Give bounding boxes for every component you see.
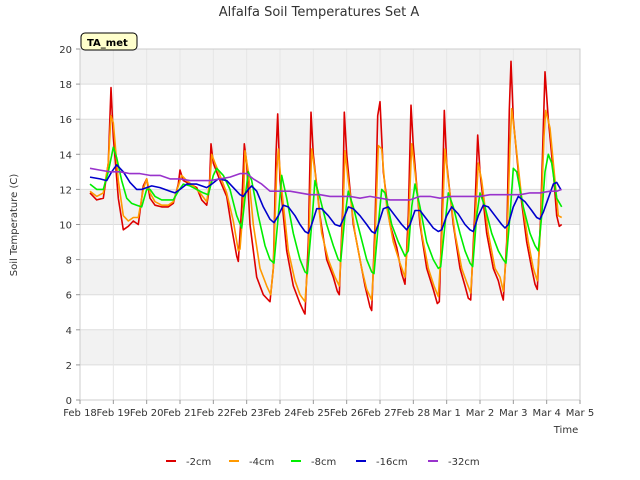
x-axis-ticks: Feb 18 Feb 19 Feb 20 Feb 21 Feb 22 Feb 23 Feb … <box>63 400 594 419</box>
y-tick-label: 16 <box>59 115 72 126</box>
y-tick-label: 6 <box>66 291 72 302</box>
y-axis-ticks: 0 2 4 6 8 10 12 14 16 18 20 <box>59 45 80 407</box>
y-axis-label: Soil Temperature (C) <box>9 174 20 277</box>
plot-band <box>80 329 580 365</box>
x-tick-label: Feb 27 <box>363 408 397 419</box>
series-line-2cmcm <box>89 60 563 315</box>
plot-area <box>79 48 581 401</box>
x-tick-label: Feb 22 <box>197 408 231 419</box>
x-tick-label: Feb 26 <box>330 408 364 419</box>
legend-label: -2cm <box>186 457 211 468</box>
series-line-16cmcm <box>89 164 562 235</box>
x-tick-label: Feb 24 <box>263 408 297 419</box>
x-tick-label: Mar 5 <box>566 408 594 419</box>
x-tick-label: Feb 20 <box>130 408 164 419</box>
y-tick-label: 20 <box>59 45 72 56</box>
x-tick-label: Feb 18 <box>63 408 97 419</box>
x-tick-label: Feb 28 <box>397 408 431 419</box>
y-tick-label: 14 <box>59 150 72 161</box>
y-tick-label: 10 <box>59 221 72 232</box>
x-axis-label: Time <box>553 425 578 436</box>
series-line-8cmcm <box>89 146 563 275</box>
x-tick-label: Feb 21 <box>163 408 197 419</box>
plot-band <box>80 119 580 155</box>
y-tick-label: 2 <box>66 361 72 372</box>
chart-title: Alfalfa Soil Temperatures Set A <box>219 5 420 20</box>
plot-band <box>80 49 580 85</box>
x-tick-label: Feb 23 <box>230 408 264 419</box>
x-tick-label: Mar 2 <box>466 408 494 419</box>
x-tick-label: Mar 4 <box>532 408 560 419</box>
legend-label: -16cm <box>376 457 408 468</box>
legend-label: -8cm <box>311 457 336 468</box>
station-badge-box <box>80 32 138 51</box>
legend: -2cm -4cm -8cm -16cm -32cm <box>166 457 480 468</box>
x-tick-label: Mar 3 <box>499 408 527 419</box>
legend-label: -32cm <box>448 457 480 468</box>
series-line-32cmcm <box>89 167 562 201</box>
y-tick-label: 12 <box>59 185 72 196</box>
y-tick-label: 0 <box>66 396 72 407</box>
y-tick-label: 8 <box>66 256 72 267</box>
legend-label: -4cm <box>249 457 274 468</box>
series-lines <box>89 60 563 315</box>
x-tick-label: Mar 1 <box>432 408 460 419</box>
x-tick-label: Feb 19 <box>97 408 131 419</box>
y-tick-label: 18 <box>59 80 72 91</box>
station-badge: TA_met <box>80 32 138 51</box>
y-tick-label: 4 <box>66 326 72 337</box>
station-badge-label: TA_met <box>87 38 128 49</box>
x-tick-label: Feb 25 <box>297 408 331 419</box>
